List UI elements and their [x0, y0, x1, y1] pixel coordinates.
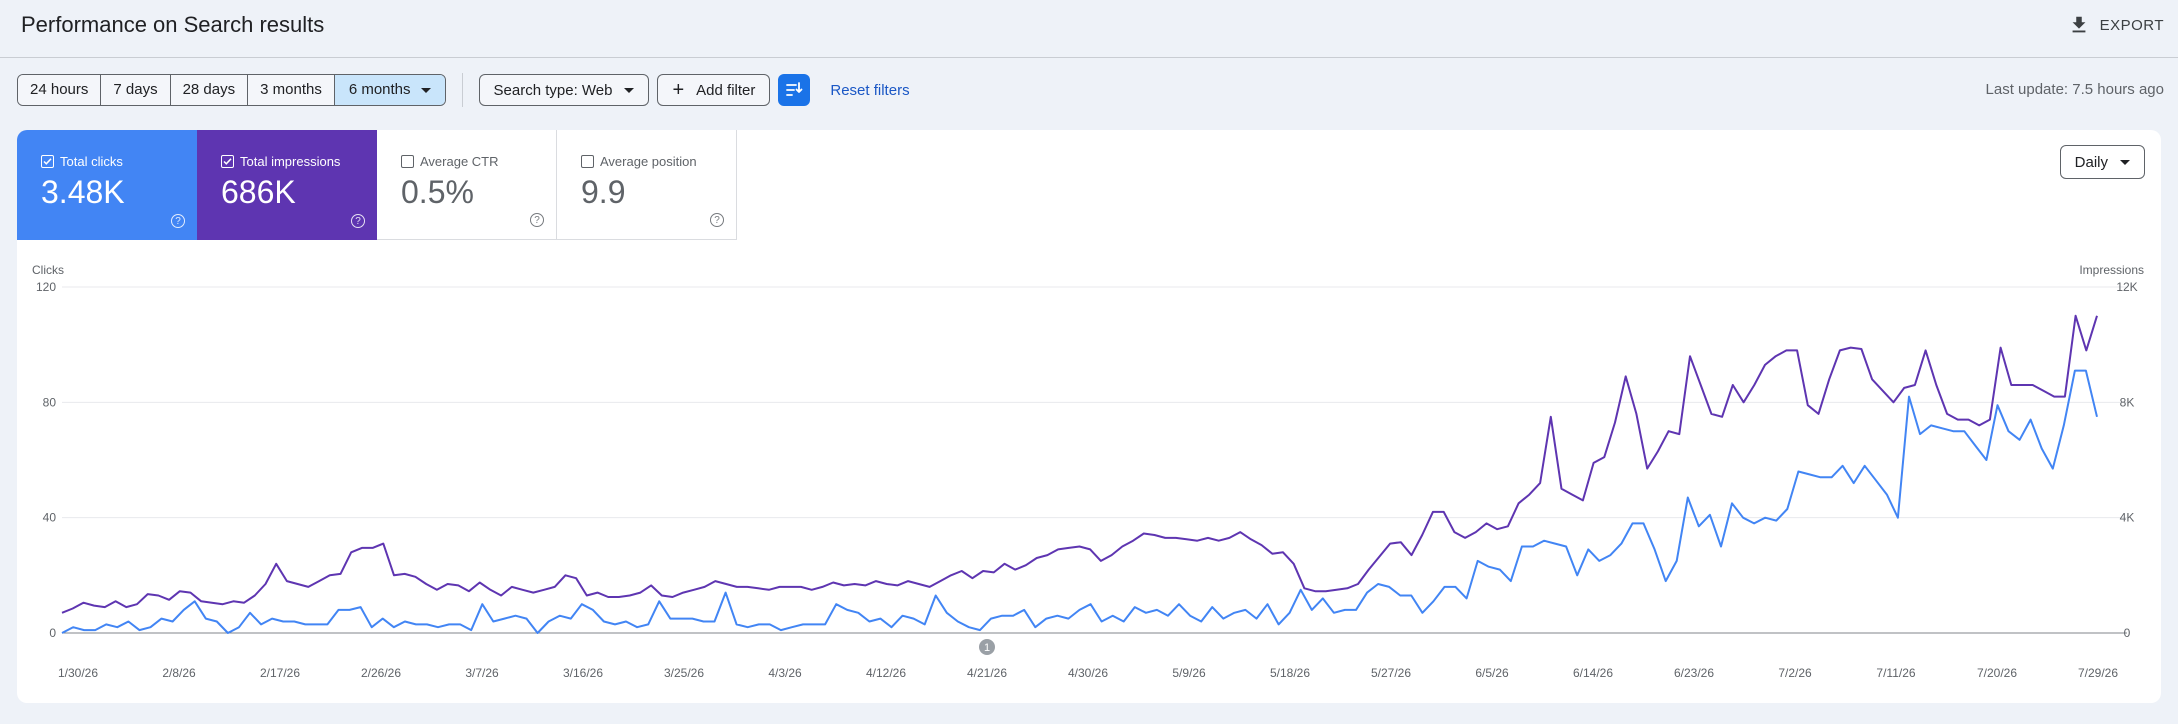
divider	[461, 73, 463, 107]
x-tick-label: 4/12/26	[866, 666, 906, 680]
x-tick-label: 4/21/26	[967, 666, 1007, 680]
dropdown-arrow-icon	[2120, 159, 2130, 165]
y-ticks: 0 0 40 4K 80 8K 120 12K	[36, 280, 2138, 640]
range-7-days[interactable]: 7 days	[101, 75, 171, 105]
annotation-label: 1	[984, 642, 990, 654]
series-line-total-clicks	[61, 369, 2098, 634]
metric-total-impressions[interactable]: Total impressions 686K ?	[197, 130, 377, 240]
granularity-dropdown[interactable]: Daily	[2059, 145, 2145, 179]
dropdown-arrow-icon	[624, 87, 635, 93]
filter-list-icon	[786, 82, 803, 96]
reset-filters-link[interactable]: Reset filters	[830, 81, 910, 99]
series-line-total-impressions	[61, 314, 2098, 614]
metric-value: 686K	[221, 174, 296, 210]
range-28-days[interactable]: 28 days	[170, 75, 249, 105]
search-type-dropdown[interactable]: Search type: Web	[478, 74, 650, 106]
x-ticks: 1/30/26 2/8/26 2/17/26 2/26/26 3/7/26 3/16/26…	[58, 666, 2118, 680]
search-type-label: Search type: Web	[493, 81, 613, 99]
metric-value: 0.5%	[401, 174, 474, 210]
metric-label: Average CTR	[420, 154, 499, 169]
date-range-group: 24 hours 7 days 28 days 3 months 6 month…	[17, 74, 446, 106]
annotation-marker[interactable]: 1	[979, 639, 995, 655]
metric-value: 3.48K	[41, 174, 125, 210]
performance-chart[interactable]: Clicks Impressions 0 0 40 4K 80 8K 120 12K 1/30…	[17, 130, 2161, 703]
y-tick-label-left: 120	[36, 280, 56, 294]
help-icon[interactable]: ?	[171, 214, 185, 228]
metric-total-clicks[interactable]: Total clicks 3.48K ?	[17, 130, 197, 240]
series-lines	[61, 314, 2098, 634]
x-tick-label: 6/23/26	[1674, 666, 1714, 680]
y-axis-label-right: Impressions	[2079, 263, 2144, 277]
y-tick-label-left: 80	[43, 395, 57, 409]
add-filter-label: Add filter	[696, 81, 756, 99]
x-tick-label: 5/9/26	[1172, 666, 1206, 680]
metric-label: Total clicks	[60, 154, 123, 169]
x-tick-label: 5/27/26	[1371, 666, 1411, 680]
y-tick-label-left: 40	[43, 511, 57, 525]
x-tick-label: 2/8/26	[162, 666, 196, 680]
x-tick-label: 3/7/26	[465, 666, 499, 680]
x-tick-label: 2/26/26	[361, 666, 401, 680]
page-title: Performance on Search results	[21, 12, 325, 37]
checkbox-unchecked-icon[interactable]	[581, 155, 594, 168]
metric-average-position[interactable]: Average position 9.9 ?	[557, 130, 737, 240]
range-3-months[interactable]: 3 months	[248, 75, 335, 105]
help-icon[interactable]: ?	[530, 213, 544, 227]
x-tick-label: 1/30/26	[58, 666, 98, 680]
y-axis-label-left: Clicks	[32, 263, 64, 277]
x-tick-label: 7/29/26	[2078, 666, 2118, 680]
x-tick-label: 6/5/26	[1475, 666, 1509, 680]
help-icon[interactable]: ?	[710, 213, 724, 227]
y-tick-label-right: 8K	[2120, 395, 2135, 409]
y-tick-label-left: 0	[49, 626, 56, 640]
x-tick-label: 6/14/26	[1573, 666, 1613, 680]
dropdown-arrow-icon	[420, 87, 431, 93]
filter-settings-button[interactable]	[778, 74, 811, 106]
export-label: EXPORT	[2099, 16, 2164, 34]
help-icon[interactable]: ?	[351, 214, 365, 228]
y-tick-label-right: 0	[2124, 626, 2131, 640]
top-bar: Performance on Search results EXPORT	[0, 0, 2178, 58]
granularity-label: Daily	[2074, 153, 2108, 171]
metric-label: Total impressions	[240, 154, 341, 169]
performance-card: Total clicks 3.48K ? Total impressions 6…	[17, 130, 2161, 703]
range-24-hours[interactable]: 24 hours	[18, 75, 102, 105]
metric-value: 9.9	[581, 174, 626, 210]
grid	[62, 286, 2127, 634]
checkbox-checked-icon[interactable]	[221, 155, 234, 168]
x-tick-label: 5/18/26	[1270, 666, 1310, 680]
x-tick-label: 7/2/26	[1778, 666, 1812, 680]
last-update-text: Last update: 7.5 hours ago	[1985, 81, 2164, 98]
checkbox-unchecked-icon[interactable]	[401, 155, 414, 168]
x-tick-label: 4/30/26	[1068, 666, 1108, 680]
filter-bar: 24 hours 7 days 28 days 3 months 6 month…	[17, 73, 910, 107]
x-tick-label: 4/3/26	[768, 666, 802, 680]
download-icon	[2072, 16, 2086, 33]
export-button[interactable]: EXPORT	[2068, 14, 2164, 36]
x-tick-label: 7/20/26	[1977, 666, 2017, 680]
y-tick-label-right: 12K	[2116, 280, 2137, 294]
add-filter-button[interactable]: + Add filter	[657, 74, 771, 106]
x-tick-label: 7/11/26	[1876, 666, 1915, 680]
x-tick-label: 2/17/26	[260, 666, 300, 680]
annotation-circle[interactable]	[979, 639, 995, 655]
x-tick-label: 3/16/26	[563, 666, 603, 680]
x-tick-label: 3/25/26	[664, 666, 704, 680]
y-tick-label-right: 4K	[2120, 511, 2135, 525]
range-6-months-label: 6 months	[348, 81, 411, 98]
metric-label: Average position	[600, 154, 697, 169]
plus-icon: +	[672, 79, 685, 101]
metric-average-ctr[interactable]: Average CTR 0.5% ?	[377, 130, 557, 240]
range-6-months[interactable]: 6 months	[334, 75, 445, 105]
checkbox-checked-icon[interactable]	[41, 155, 54, 168]
